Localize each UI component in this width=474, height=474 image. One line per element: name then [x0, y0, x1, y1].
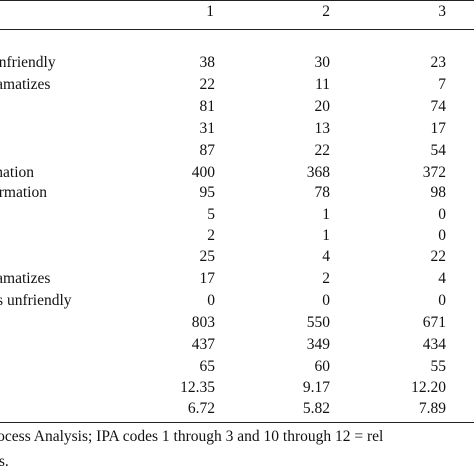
- cell-col-3: 12.20: [411, 379, 446, 396]
- cell-col-2: 13: [314, 120, 331, 137]
- cell-col-1: 12.35: [180, 379, 215, 396]
- cell-col-3: 74: [430, 98, 447, 115]
- cell-col-1: 65: [199, 358, 216, 375]
- cell-col-2: 60: [314, 358, 331, 375]
- cell-col-1: 25: [199, 248, 216, 265]
- cell-col-3: 4: [438, 270, 446, 287]
- table-row: ss unfriendly 0 0 0: [0, 291, 474, 311]
- table-row: 6.72 5.82 7.89: [0, 399, 474, 419]
- cell-col-2: 11: [315, 76, 330, 93]
- cell-col-1: 22: [199, 76, 216, 93]
- cell-col-3: 0: [438, 227, 446, 244]
- cell-col-1: 5: [207, 206, 215, 223]
- cell-col-3: 23: [430, 54, 447, 71]
- table-row: 803 550 671: [0, 313, 474, 333]
- cell-col-1: 0: [207, 292, 215, 309]
- table-row: unfriendly 38 30 23: [0, 53, 474, 73]
- cell-col-3: 98: [430, 184, 447, 201]
- cell-col-2: 5.82: [302, 400, 330, 417]
- table-row: 437 349 434: [0, 335, 474, 355]
- cell-col-1: 31: [199, 120, 216, 137]
- cell-col-1: 81: [199, 98, 216, 115]
- cell-col-3: 22: [430, 248, 447, 265]
- row-label: ramatizes: [0, 270, 51, 287]
- table-row: 31 13 17: [0, 119, 474, 139]
- cell-col-1: 38: [199, 54, 216, 71]
- top-rule: [0, 0, 474, 1]
- row-label: mation: [0, 164, 35, 181]
- cell-col-3: 54: [430, 142, 447, 159]
- header-column-2: 2: [322, 3, 330, 20]
- cell-col-3: 0: [438, 206, 446, 223]
- table-row: mation 400 368 372: [0, 163, 474, 183]
- header-column-1: 1: [206, 3, 214, 20]
- cell-col-2: 78: [314, 184, 331, 201]
- row-label: unfriendly: [0, 54, 56, 71]
- cell-col-2: 20: [314, 98, 331, 115]
- cell-col-3: 55: [430, 358, 447, 375]
- table-row: 87 22 54: [0, 141, 474, 161]
- cell-col-3: 434: [422, 336, 446, 353]
- table-row: 5 1 0: [0, 205, 474, 225]
- cell-col-1: 6.72: [187, 400, 215, 417]
- cell-col-1: 400: [191, 164, 215, 181]
- cell-col-1: 95: [199, 184, 216, 201]
- cell-col-3: 7: [438, 76, 446, 93]
- cell-col-2: 30: [314, 54, 331, 71]
- table-row: ormation 95 78 98: [0, 183, 474, 203]
- header-column-3: 3: [438, 3, 446, 20]
- row-label: ss unfriendly: [0, 292, 72, 309]
- cell-col-2: 22: [314, 142, 331, 159]
- cell-col-1: 87: [199, 142, 216, 159]
- cell-col-3: 372: [422, 164, 446, 181]
- table-row: 65 60 55: [0, 357, 474, 377]
- bottom-rule: [0, 422, 474, 423]
- cell-col-1: 803: [191, 314, 215, 331]
- cell-col-2: 550: [306, 314, 330, 331]
- table-note-line-2: es.: [0, 453, 9, 470]
- cell-col-3: 7.89: [418, 400, 446, 417]
- row-label: ramatizes: [0, 76, 51, 93]
- cell-col-2: 1: [322, 227, 330, 244]
- table-row: 25 4 22: [0, 247, 474, 267]
- table-note-line-1: rocess Analysis; IPA codes 1 through 3 a…: [0, 428, 384, 445]
- cell-col-1: 17: [199, 270, 216, 287]
- cell-col-2: 1: [322, 206, 330, 223]
- cell-col-3: 17: [430, 120, 447, 137]
- cell-col-2: 9.17: [302, 379, 330, 396]
- table-row: 12.35 9.17 12.20: [0, 378, 474, 398]
- cell-col-2: 368: [306, 164, 330, 181]
- cell-col-3: 0: [438, 292, 446, 309]
- cell-col-2: 2: [322, 270, 330, 287]
- cell-col-3: 671: [422, 314, 446, 331]
- row-label: ormation: [0, 184, 47, 201]
- table-row: 81 20 74: [0, 97, 474, 117]
- cell-col-1: 437: [191, 336, 215, 353]
- table-row: ramatizes 17 2 4: [0, 269, 474, 289]
- table-row: 2 1 0: [0, 226, 474, 246]
- header-rule: [0, 29, 474, 30]
- cell-col-2: 4: [322, 248, 330, 265]
- cell-col-2: 0: [322, 292, 330, 309]
- cell-col-2: 349: [306, 336, 330, 353]
- cell-col-1: 2: [207, 227, 215, 244]
- table-row: ramatizes 22 11 7: [0, 75, 474, 95]
